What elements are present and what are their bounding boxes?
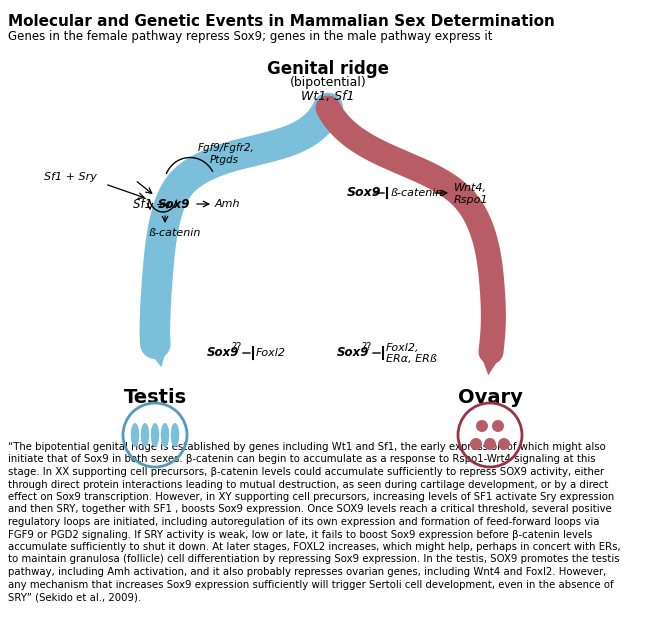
Text: Amh: Amh [215, 199, 240, 209]
Text: and then SRY, together with SF1 , boosts Sox9 expression. Once SOX9 levels reach: and then SRY, together with SF1 , boosts… [8, 505, 612, 514]
Text: Sox9: Sox9 [158, 197, 191, 210]
Text: Molecular and Genetic Events in Mammalian Sex Determination: Molecular and Genetic Events in Mammalia… [8, 14, 555, 29]
Text: through direct protein interactions leading to mutual destruction, as seen durin: through direct protein interactions lead… [8, 480, 608, 489]
Text: Wnt4,: Wnt4, [454, 183, 487, 193]
Text: ß-catenin: ß-catenin [148, 228, 200, 238]
Ellipse shape [171, 423, 179, 447]
Text: to maintain granulosa (follicle) cell differentiation by repressing Sox9 express: to maintain granulosa (follicle) cell di… [8, 554, 620, 565]
Ellipse shape [498, 438, 510, 450]
Ellipse shape [131, 423, 139, 447]
Text: Genital ridge: Genital ridge [267, 60, 389, 78]
Ellipse shape [476, 420, 488, 432]
Text: Ptgds: Ptgds [210, 155, 239, 165]
Text: Sf1 + Sry: Sf1 + Sry [44, 172, 97, 182]
Text: Rspo1: Rspo1 [454, 195, 489, 205]
Ellipse shape [470, 438, 482, 450]
Ellipse shape [161, 423, 170, 447]
Ellipse shape [150, 423, 159, 447]
Ellipse shape [484, 438, 496, 450]
Text: ??: ?? [361, 342, 371, 352]
Text: Ovary: Ovary [457, 388, 522, 407]
Text: pathway, including Amh activation, and it also probably represses ovarian genes,: pathway, including Amh activation, and i… [8, 567, 606, 577]
Text: Sox9: Sox9 [337, 347, 369, 359]
Text: initiate that of Sox9 in both sexes. β-catenin can begin to accumulate as a resp: initiate that of Sox9 in both sexes. β-c… [8, 455, 596, 464]
Text: regulatory loops are initiated, including autoregulation of its own expression a: regulatory loops are initiated, includin… [8, 517, 599, 527]
Text: Foxl2: Foxl2 [256, 348, 286, 358]
Text: ß-catenin: ß-catenin [390, 188, 442, 198]
Text: effect on Sox9 transcription. However, in XY supporting cell precursors, increas: effect on Sox9 transcription. However, i… [8, 492, 614, 502]
Ellipse shape [492, 420, 504, 432]
Text: Wt1, Sf1: Wt1, Sf1 [302, 90, 355, 103]
Text: FGF9 or PGD2 signaling. If SRY activity is weak, low or late, it fails to boost : FGF9 or PGD2 signaling. If SRY activity … [8, 529, 593, 539]
Text: stage. In XX supporting cell precursors, β-catenin levels could accumulate suffi: stage. In XX supporting cell precursors,… [8, 467, 604, 477]
Text: any mechanism that increases Sox9 expression sufficiently will trigger Sertoli c: any mechanism that increases Sox9 expres… [8, 579, 614, 590]
Ellipse shape [141, 423, 149, 447]
Text: Genes in the female pathway repress Sox9; genes in the male pathway express it: Genes in the female pathway repress Sox9… [8, 30, 493, 43]
Text: Sf1 +: Sf1 + [133, 197, 166, 210]
Text: “The bipotential genital ridge is established by genes including Wt1 and Sf1, th: “The bipotential genital ridge is establ… [8, 442, 606, 452]
Text: ??: ?? [231, 342, 241, 352]
Text: accumulate sufficiently to shut it down. At later stages, FOXL2 increases, which: accumulate sufficiently to shut it down.… [8, 542, 621, 552]
Text: Fgf9/Fgfr2,: Fgf9/Fgfr2, [198, 143, 255, 153]
Text: SRY” (Sekido et al., 2009).: SRY” (Sekido et al., 2009). [8, 592, 141, 602]
Text: (bipotential): (bipotential) [290, 76, 367, 89]
Text: Foxl2,: Foxl2, [386, 343, 420, 353]
Text: Sox9: Sox9 [347, 186, 382, 199]
Text: Testis: Testis [124, 388, 187, 407]
Text: Sox9: Sox9 [207, 347, 239, 359]
Text: ERα, ERß: ERα, ERß [386, 354, 437, 364]
